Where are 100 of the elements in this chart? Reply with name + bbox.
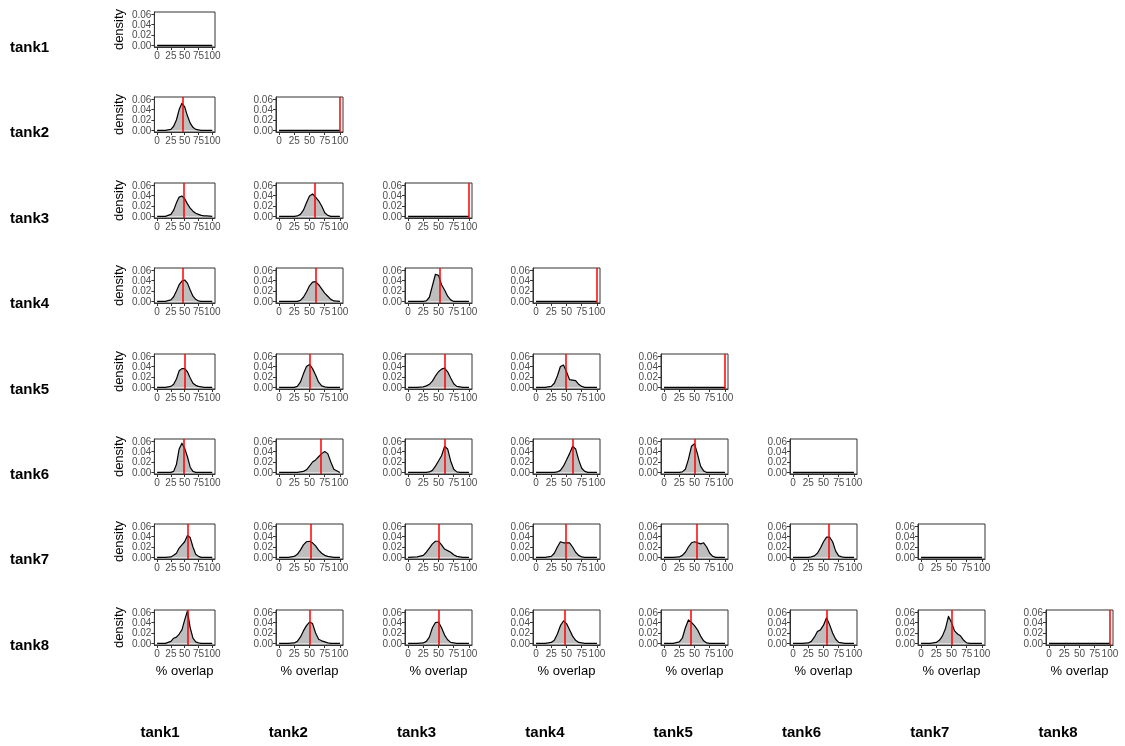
x-tick-label: 75 [576, 476, 588, 488]
x-tick-label: 25 [165, 134, 177, 146]
x-tick-label: 0 [276, 476, 283, 488]
y-tick-label: 0.04 [510, 360, 531, 372]
y-tick-label: 0.00 [382, 210, 403, 222]
x-tick-label: 25 [289, 220, 301, 232]
x-tick-label: 0 [404, 647, 411, 659]
x-tick-label: 75 [319, 305, 332, 317]
y-tick-label: 0.02 [638, 371, 659, 383]
x-tick-label: 25 [673, 391, 686, 403]
y-tick-label: 0.02 [638, 627, 659, 639]
y-tick-label: 0.06 [510, 606, 531, 618]
y-tick-label: 0.02 [253, 285, 274, 297]
x-tick-label: 50 [560, 391, 573, 403]
x-tick-label: 100 [845, 476, 863, 488]
x-tick-label: 0 [154, 476, 161, 488]
y-tick-label: 0.06 [638, 520, 659, 532]
y-tick-label: 0.02 [895, 627, 916, 639]
y-tick-label: 0.06 [253, 350, 274, 362]
y-tick-label: 0.06 [767, 520, 787, 532]
x-tick-label: 50 [179, 391, 191, 403]
y-tick-label: 0.02 [131, 627, 152, 639]
text: tank6 [780, 723, 823, 740]
y-tick-label: 0.04 [638, 531, 659, 543]
x-tick-label: 100 [460, 561, 478, 573]
text: tank1 [10, 38, 50, 55]
x-tick-label: 25 [165, 647, 177, 659]
y-tick-label: 0.02 [382, 541, 403, 553]
x-axis-title: % overlap [155, 662, 214, 678]
x-tick-label: 100 [716, 647, 734, 659]
y-tick-label: 0.04 [767, 616, 787, 628]
x-tick-label: 50 [179, 647, 191, 659]
x-tick-label: 50 [689, 476, 701, 488]
x-tick-label: 50 [432, 561, 445, 573]
x-tick-label: 50 [1074, 647, 1086, 659]
x-tick-label: 25 [673, 647, 686, 659]
y-tick-label: 0.04 [253, 616, 274, 628]
x-tick-label: 25 [545, 476, 558, 488]
x-tick-label: 25 [545, 305, 558, 317]
y-tick-label: 0.04 [510, 531, 531, 543]
y-tick-label: 0.00 [638, 637, 659, 649]
y-tick-label: 0.02 [131, 541, 152, 553]
x-tick-label: 75 [1089, 647, 1101, 659]
y-tick-label: 0.04 [131, 360, 152, 372]
y-tick-label: 0.00 [510, 466, 531, 478]
x-tick-label: 100 [716, 476, 734, 488]
y-tick-label: 0.02 [382, 200, 403, 212]
x-tick-label: 50 [432, 476, 445, 488]
text: tank7 [10, 550, 50, 568]
x-tick-label: 50 [560, 305, 573, 317]
y-tick-label: 0.02 [382, 627, 403, 639]
y-tick-label: 0.00 [510, 296, 531, 308]
y-tick-label: 0.06 [638, 606, 659, 618]
x-tick-label: 100 [588, 647, 606, 659]
y-tick-label: 0.04 [510, 446, 531, 458]
x-tick-label: 50 [560, 476, 573, 488]
x-tick-label: 50 [817, 476, 829, 488]
text: tank2 [10, 123, 50, 141]
x-tick-label: 25 [417, 561, 429, 573]
y-tick-label: 0.00 [638, 381, 659, 393]
x-tick-label: 100 [460, 476, 478, 488]
text: tank7 [909, 723, 951, 740]
x-tick-label: 25 [802, 476, 814, 488]
y-tick-label: 0.00 [253, 552, 274, 564]
y-axis-title: density [111, 435, 127, 478]
y-tick-label: 0.02 [895, 541, 916, 553]
x-tick-label: 75 [192, 476, 205, 488]
y-tick-label: 0.04 [253, 531, 274, 543]
x-tick-label: 100 [460, 391, 478, 403]
y-tick-label: 0.00 [253, 637, 274, 649]
y-tick-label: 0.02 [767, 456, 787, 468]
x-tick-label: 50 [304, 305, 316, 317]
x-tick-label: 100 [203, 49, 222, 61]
y-tick-label: 0.04 [638, 616, 659, 628]
y-axis-title: density [111, 350, 127, 392]
y-tick-label: 0.04 [382, 531, 403, 543]
y-tick-label: 0.06 [253, 93, 274, 105]
x-tick-label: 0 [533, 305, 540, 317]
x-tick-label: 100 [845, 647, 863, 659]
y-tick-label: 0.06 [253, 435, 274, 447]
x-tick-label: 75 [576, 391, 588, 403]
x-tick-label: 0 [276, 391, 283, 403]
x-tick-label: 100 [331, 391, 350, 403]
x-tick-label: 25 [417, 220, 429, 232]
x-tick-label: 75 [319, 561, 332, 573]
y-tick-label: 0.00 [638, 552, 659, 564]
y-tick-label: 0.06 [1023, 606, 1044, 618]
x-tick-label: 0 [276, 220, 283, 232]
x-tick-label: 25 [930, 561, 943, 573]
y-tick-label: 0.04 [382, 616, 403, 628]
x-tick-label: 0 [661, 476, 668, 488]
x-tick-label: 75 [447, 561, 460, 573]
x-tick-label: 75 [192, 305, 205, 317]
y-tick-label: 0.06 [638, 350, 659, 362]
text: tank6 [10, 465, 50, 482]
text: tank4 [524, 723, 566, 740]
y-tick-label: 0.00 [767, 466, 787, 478]
y-tick-label: 0.02 [131, 285, 152, 297]
y-tick-label: 0.04 [510, 616, 531, 628]
y-tick-label: 0.00 [131, 637, 152, 649]
